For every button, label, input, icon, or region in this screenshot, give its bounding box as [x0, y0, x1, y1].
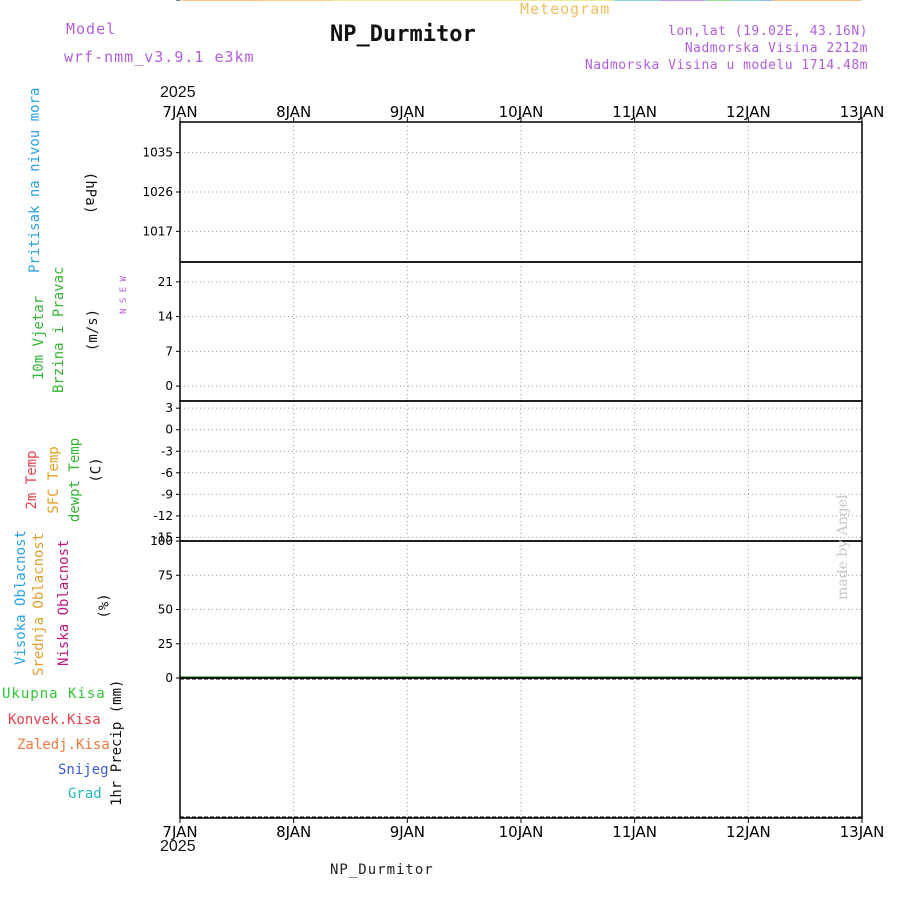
xtick-label-bottom: 9JAN	[390, 823, 425, 841]
wind-direction-legend: N S E W	[119, 276, 129, 314]
ytick-label: 0	[165, 0, 173, 3]
footer-station: NP_Durmitor	[330, 862, 434, 878]
ytick-label: -15	[153, 530, 173, 544]
legend-frz: Zaledj.Kisa	[17, 737, 110, 753]
lonlat-label: lon,lat (19.02E, 43.16N)	[668, 24, 868, 39]
temp-ylabel-dewpt: dewpt Temp	[67, 437, 83, 523]
station-title: NP_Durmitor	[330, 22, 476, 47]
model-elevation-label: Nadmorska Visina u modelu 1714.48m	[584, 58, 868, 73]
pressure-ylabel: Pritisak na nivou mora	[27, 87, 43, 273]
legend-grad: Grad	[68, 786, 102, 802]
ytick-label: 1026	[142, 185, 173, 199]
precip-ylabel: 1hr Precip (mm)	[109, 679, 125, 806]
ytick-label: 14	[158, 310, 173, 324]
ytick-label: 2	[165, 0, 173, 3]
xtick-label-top: 12JAN	[726, 103, 771, 121]
ytick-label: 21	[158, 275, 173, 289]
cloud-unit: (%)	[96, 593, 113, 619]
legend-conv: Konvek.Kisa	[8, 712, 101, 728]
xtick-label-top: 9JAN	[390, 103, 425, 121]
year-bottom: 2025	[160, 838, 196, 855]
temp-ylabel-sfc: SFC Temp	[46, 446, 62, 514]
ytick-label: 1017	[142, 224, 173, 238]
xtick-label-bottom: 12JAN	[726, 823, 771, 841]
xtick-label-top: 10JAN	[499, 103, 544, 121]
ytick-label: 7	[165, 344, 173, 358]
ytick-label: 0	[165, 423, 173, 437]
legend-snow: Snijeg	[58, 762, 109, 778]
meteogram-title: Meteogram	[520, 0, 611, 18]
ytick-label: -6	[161, 466, 173, 480]
xtick-label-top: 11JAN	[612, 103, 657, 121]
cloud-ylabel-low: Niska Oblacnost	[56, 539, 72, 666]
ytick-label: -12	[153, 509, 173, 523]
ytick-label: 75	[158, 568, 173, 582]
xtick-label-bottom: 8JAN	[276, 823, 311, 841]
xtick-label-bottom: 10JAN	[499, 823, 544, 841]
xtick-label-bottom: 13JAN	[840, 823, 885, 841]
xtick-label-top: 8JAN	[276, 103, 311, 121]
model-name: wrf-nmm_v3.9.1 e3km	[64, 48, 255, 66]
ytick-label: 1035	[142, 146, 173, 160]
wind-ylabel-1: 10m Vjetar	[31, 295, 47, 381]
year-top: 2025	[160, 84, 196, 101]
wind-unit: (m/s)	[85, 308, 102, 352]
wind-ylabel-2: Brzina i Pravac	[51, 266, 67, 393]
credit-label: made by Angel	[835, 494, 851, 601]
cloud-ylabel-mid: Srednja Oblacnost	[31, 532, 47, 676]
xtick-label-bottom: 7JAN	[162, 823, 197, 841]
ytick-label: 25	[158, 637, 173, 651]
ytick-label: 0	[165, 379, 173, 393]
cloud-ylabel-high: Visoka Oblacnost	[13, 530, 29, 665]
ytick-label: 1	[165, 0, 173, 3]
model-label: Model	[66, 20, 117, 38]
temp-ylabel-2m: 2m Temp	[24, 450, 40, 510]
pressure-unit: (hPa)	[82, 171, 99, 215]
temp-unit: (C)	[88, 457, 105, 483]
ytick-label: 3	[165, 401, 173, 415]
ytick-label: 4	[165, 0, 173, 3]
legend-total: Ukupna Kisa	[2, 686, 106, 702]
elevation-label: Nadmorska Visina 2212m	[684, 41, 868, 56]
ytick-label: 5	[165, 0, 173, 3]
xtick-label-top: 13JAN	[840, 103, 885, 121]
ytick-label: 3	[165, 0, 173, 3]
ytick-label: 0	[165, 671, 173, 685]
ytick-label: 50	[158, 603, 173, 617]
xtick-label-top: 7JAN	[162, 103, 197, 121]
ytick-label: -9	[161, 487, 173, 501]
ytick-label: 100	[150, 534, 173, 548]
xtick-label-bottom: 11JAN	[612, 823, 657, 841]
ytick-label: -3	[161, 444, 173, 458]
